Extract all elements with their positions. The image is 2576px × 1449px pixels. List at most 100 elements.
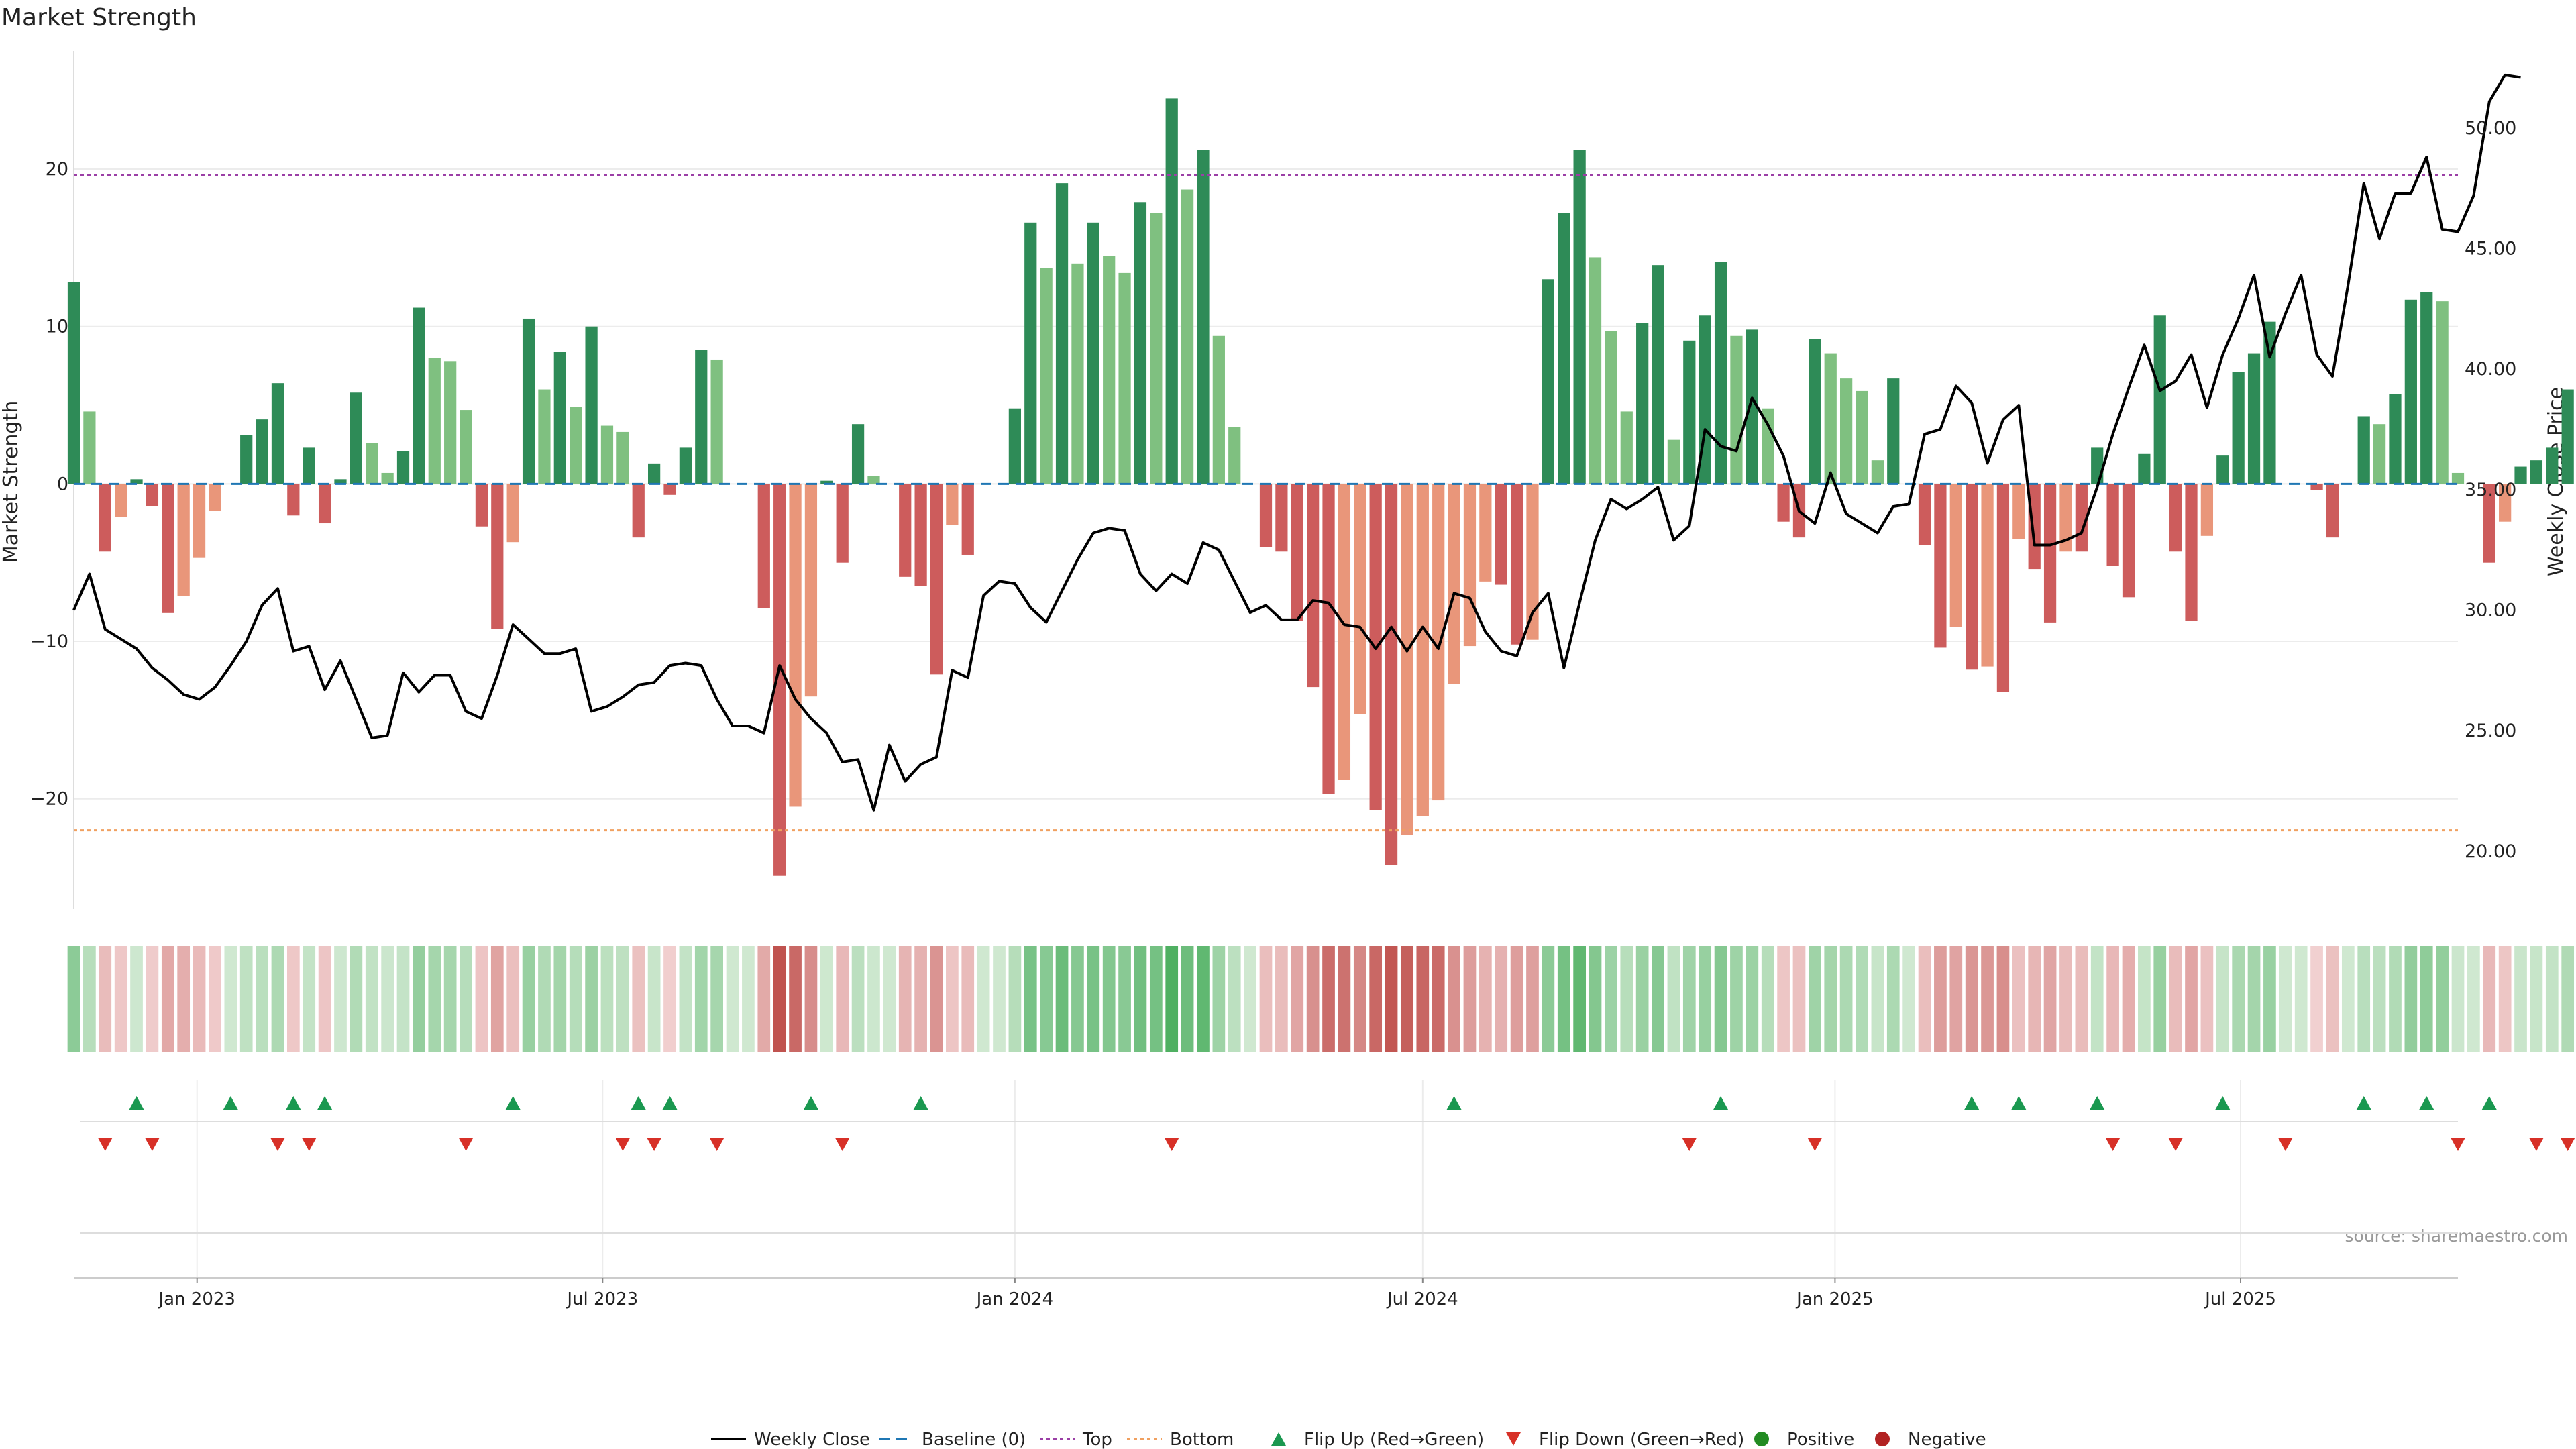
heatmap-cell — [2185, 946, 2198, 1052]
heatmap-cell — [1432, 946, 1445, 1052]
chart-title: Market Strength — [1, 4, 197, 32]
heatmap-cell — [1949, 946, 1963, 1052]
strength-bar — [2389, 394, 2402, 484]
strength-bar — [146, 484, 159, 506]
strength-bar — [2122, 484, 2135, 598]
heatmap-cell — [1463, 946, 1477, 1052]
strength-bar — [522, 318, 535, 484]
strength-bar — [2514, 466, 2527, 484]
flip-up-marker — [1713, 1096, 1729, 1110]
strength-bar — [475, 484, 488, 527]
heatmap-cell — [1149, 946, 1163, 1052]
strength-bar — [914, 484, 927, 586]
heatmap-cell — [1071, 946, 1084, 1052]
flip-down-marker — [647, 1138, 662, 1151]
strength-bar — [647, 463, 661, 484]
strength-bar — [115, 484, 127, 517]
heatmap-cell — [2514, 946, 2527, 1052]
strength-bar — [538, 389, 551, 484]
flip-up-marker — [2419, 1096, 2434, 1110]
heatmap-cell — [193, 946, 206, 1052]
heatmap-cell — [883, 946, 896, 1052]
heatmap-cell — [977, 946, 990, 1052]
strength-bar — [2310, 484, 2323, 490]
heatmap-cell — [99, 946, 112, 1052]
strength-bar — [1667, 439, 1680, 484]
strength-bar — [757, 484, 770, 608]
strength-bar — [710, 359, 723, 484]
strength-bar — [946, 484, 959, 525]
heatmap-cell — [365, 946, 378, 1052]
legend-label-baseline: Baseline (0) — [922, 1430, 1026, 1449]
strength-bar — [1259, 484, 1273, 547]
heatmap-cell — [789, 946, 802, 1052]
heatmap-cell — [381, 946, 394, 1052]
flip-down-marker — [615, 1138, 631, 1151]
heatmap-cell — [1824, 946, 1837, 1052]
strength-bar — [1432, 484, 1445, 801]
heatmap-cell — [1761, 946, 1774, 1052]
strength-bar — [1228, 427, 1241, 484]
strength-bar — [1024, 222, 1037, 484]
heatmap-cell — [1275, 946, 1288, 1052]
strength-bar — [1103, 256, 1116, 484]
heatmap-cell — [1667, 946, 1680, 1052]
heatmap-cell — [2232, 946, 2245, 1052]
strength-bar — [99, 484, 111, 552]
heatmap-cell — [757, 946, 771, 1052]
strength-bar — [1949, 484, 1962, 627]
heatmap-cell — [161, 946, 174, 1052]
strength-bar — [867, 476, 880, 484]
strength-bar — [663, 484, 676, 495]
heatmap-cell — [522, 946, 535, 1052]
heatmap-cell — [679, 946, 692, 1052]
heatmap-cell — [2122, 946, 2135, 1052]
heatmap-cell — [130, 946, 143, 1052]
heatmap-cell — [286, 946, 300, 1052]
strength-bar — [2420, 292, 2433, 484]
heatmap-cell — [851, 946, 865, 1052]
heatmap-cell — [804, 946, 818, 1052]
strength-bar — [366, 443, 378, 484]
flip-down-marker — [144, 1138, 160, 1151]
heatmap-cell — [1228, 946, 1241, 1052]
legend-swatch-positive — [1754, 1432, 1769, 1446]
heatmap-cell — [318, 946, 331, 1052]
strength-bar — [2263, 321, 2276, 484]
strength-bar — [1809, 339, 1821, 484]
heatmap-cell — [961, 946, 975, 1052]
flip-down-marker — [2451, 1138, 2465, 1151]
strength-bar — [1212, 335, 1225, 484]
heatmap-cell — [2404, 946, 2418, 1052]
legend-label-flip-down: Flip Down (Green→Red) — [1539, 1430, 1744, 1449]
heatmap-cell — [209, 946, 221, 1052]
y2-tick-label: 20.00 — [2465, 841, 2516, 862]
heatmap-cell — [83, 946, 96, 1052]
flip-up-marker — [2215, 1096, 2231, 1110]
legend-label-top: Top — [1082, 1430, 1112, 1449]
strength-bar — [695, 350, 708, 484]
flip-up-marker — [2011, 1096, 2027, 1110]
heatmap-cell — [67, 946, 80, 1052]
strength-bar — [177, 484, 190, 596]
strength-bar — [444, 361, 457, 484]
heatmap-cell — [146, 946, 159, 1052]
heatmap-cell — [2106, 946, 2119, 1052]
heatmap-cell — [2530, 946, 2543, 1052]
flip-down-marker — [2277, 1138, 2293, 1151]
flip-down-marker — [2105, 1138, 2121, 1151]
strength-bar — [506, 484, 519, 543]
flip-down-marker — [1682, 1138, 1697, 1151]
flip-up-marker — [2090, 1096, 2105, 1110]
strength-bar — [2436, 301, 2449, 484]
y-axis-label: Market Strength — [0, 400, 23, 563]
legend-swatch-flip-down — [1506, 1432, 1521, 1446]
y-tick-label: 10 — [46, 317, 68, 337]
heatmap-cell — [2294, 946, 2308, 1052]
strength-bar — [1996, 484, 2010, 692]
heatmap-cell — [1965, 946, 1978, 1052]
strength-bar — [2106, 484, 2119, 566]
strength-bar — [1824, 353, 1837, 484]
strength-bar — [1871, 460, 1884, 484]
strength-bar — [930, 484, 943, 675]
